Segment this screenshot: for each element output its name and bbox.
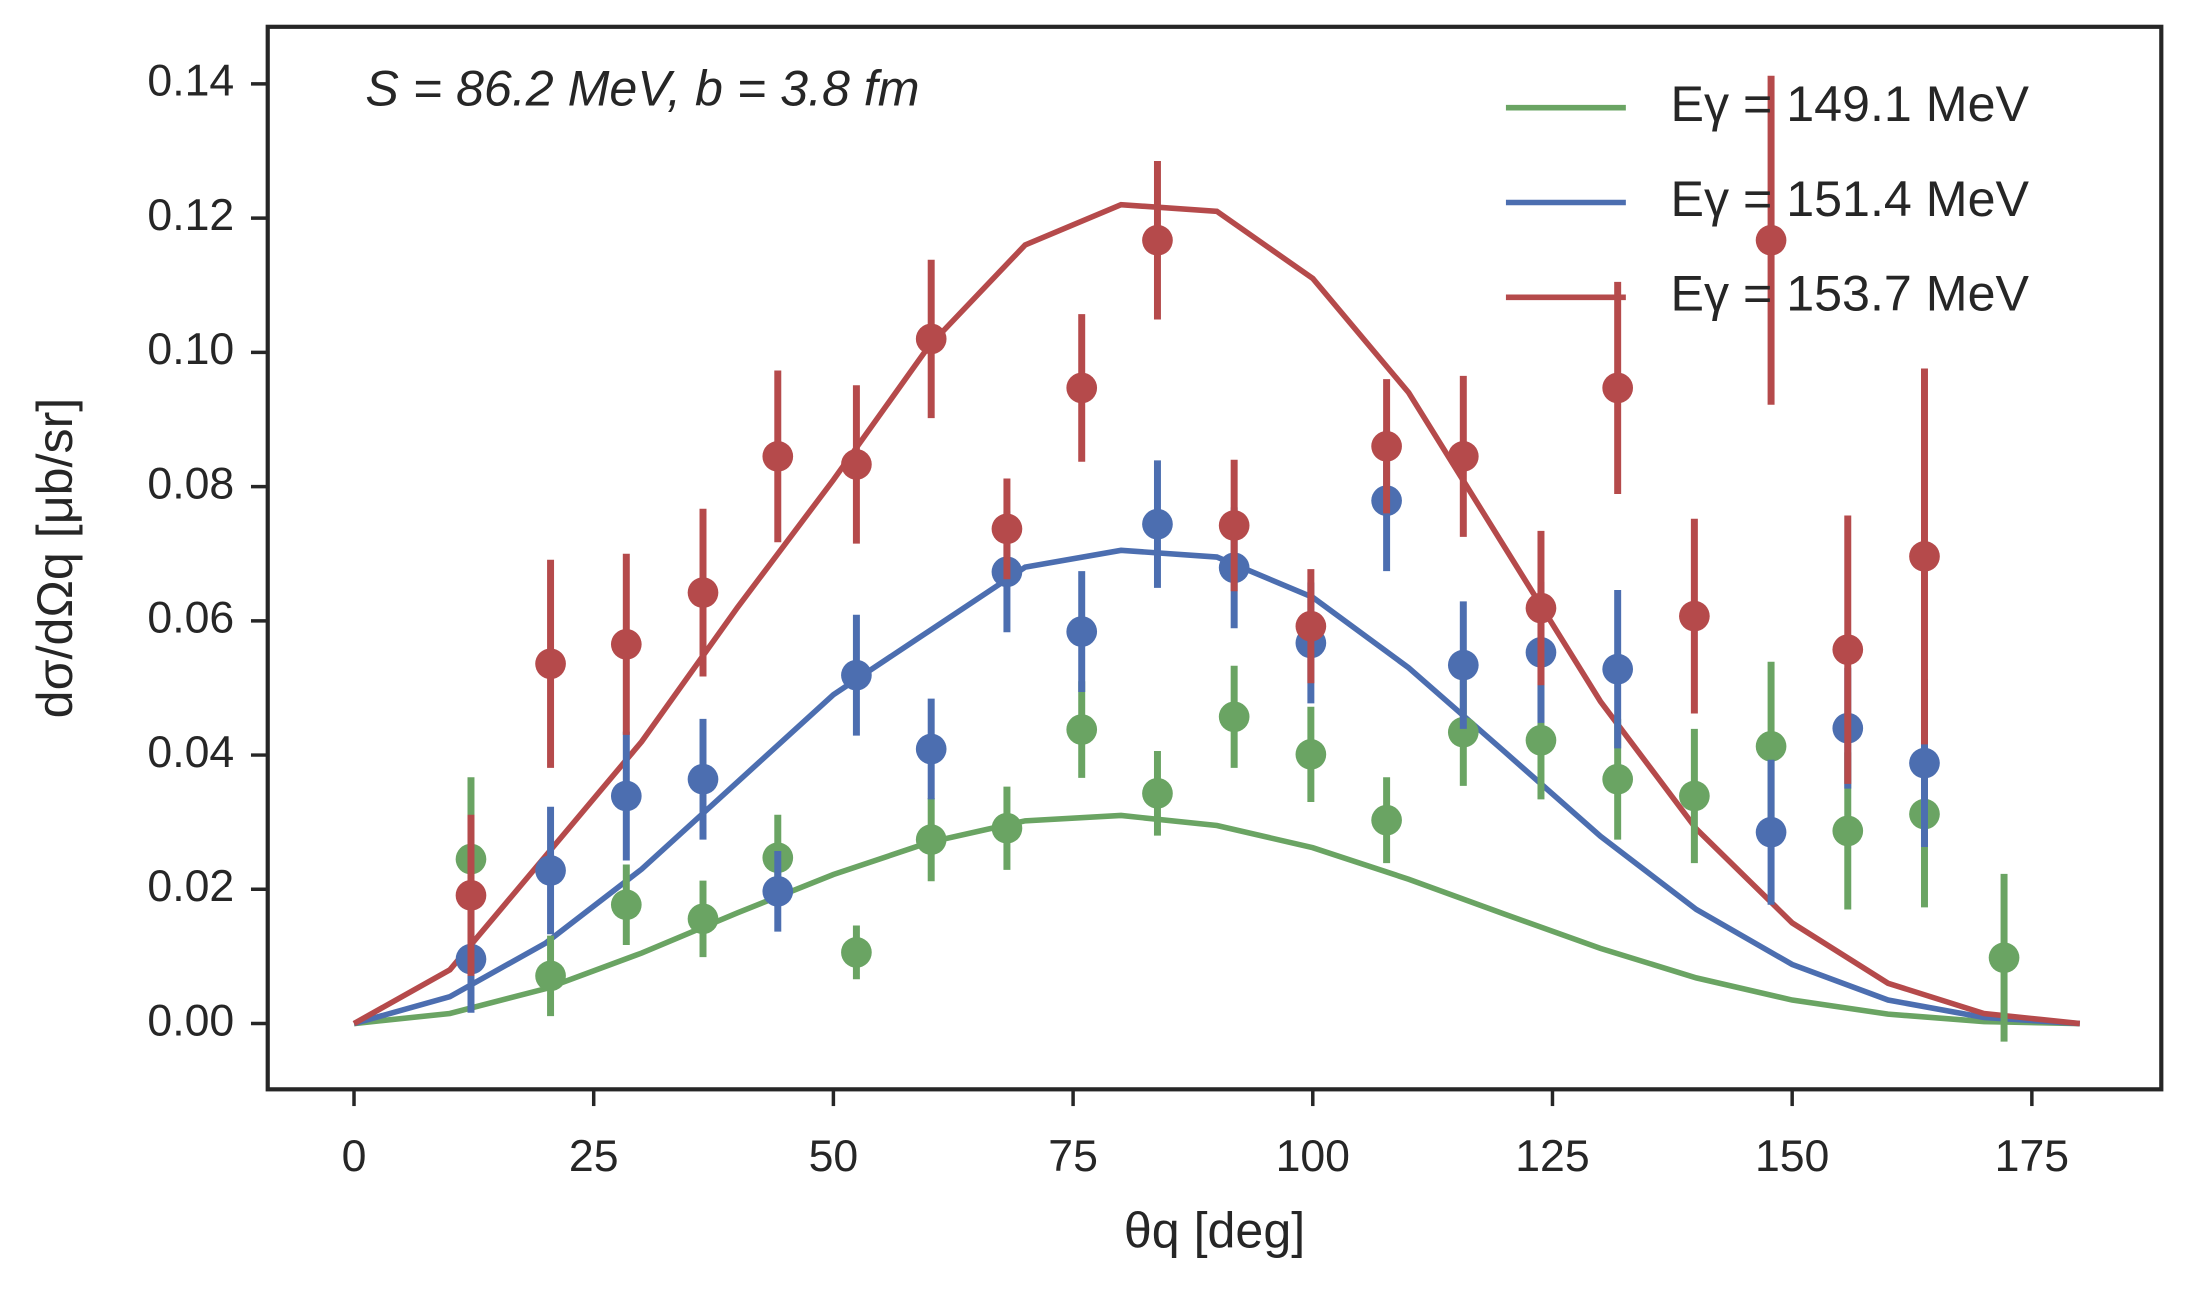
data-point: [1218, 510, 1250, 541]
x-tick-label: 150: [1755, 1132, 1829, 1181]
data-point: [915, 733, 947, 765]
data-point: [1066, 616, 1098, 647]
data-point: [1295, 610, 1327, 642]
data-point: [841, 449, 872, 480]
data-point: [610, 889, 642, 921]
data-point: [610, 780, 642, 812]
data-point: [535, 960, 566, 992]
data-point: [1371, 804, 1402, 836]
data-point: [1602, 372, 1634, 404]
data-point: [841, 937, 872, 968]
data-point: [1142, 224, 1173, 256]
x-tick-label: 100: [1276, 1132, 1350, 1181]
legend-label: Eγ = 153.7 MeV: [1670, 266, 2029, 322]
x-tick-label: 75: [1048, 1132, 1098, 1181]
data-point: [1066, 372, 1098, 404]
data-point: [1447, 441, 1479, 472]
legend-label: Eγ = 149.1 MeV: [1670, 76, 2029, 132]
data-point: [1679, 780, 1710, 812]
data-point: [762, 875, 794, 907]
data-point: [915, 824, 947, 855]
data-point: [687, 577, 719, 608]
data-point: [1371, 430, 1402, 462]
data-point: [1988, 942, 2020, 974]
y-tick-label: 0.02: [147, 862, 234, 911]
data-point: [535, 855, 566, 886]
data-point: [687, 763, 719, 795]
data-point: [1755, 816, 1787, 848]
y-tick-label: 0.10: [147, 325, 234, 374]
x-tick-label: 0: [342, 1132, 367, 1181]
data-point: [1755, 224, 1787, 256]
data-point: [687, 903, 719, 935]
data-point: [455, 880, 487, 911]
data-point: [1909, 541, 1940, 572]
data-point: [1142, 777, 1173, 809]
data-point: [841, 659, 872, 691]
data-point: [1295, 739, 1327, 770]
data-point: [1602, 653, 1634, 685]
data-point: [991, 812, 1023, 844]
y-tick-label: 0.00: [147, 996, 234, 1045]
annotation: S = 86.2 MeV, b = 3.8 fm: [365, 61, 919, 117]
x-axis-label: θq [deg]: [1124, 1203, 1305, 1259]
fit-curve: [353, 812, 2080, 1027]
data-point: [1679, 600, 1710, 632]
fit-curve: [352, 201, 2081, 1027]
legend: Eγ = 149.1 MeV Eγ = 151.4 MeV Eγ = 153.7 M…: [1505, 76, 2029, 322]
x-tick-label: 50: [809, 1132, 859, 1181]
data-point: [535, 648, 566, 680]
data-point: [1525, 724, 1557, 756]
plot-area: [352, 75, 2081, 1042]
y-axis-label: dσ/dΩq [μb/sr]: [27, 398, 83, 719]
data-point: [1832, 634, 1864, 666]
y-tick-label: 0.08: [147, 459, 234, 508]
data-point: [1066, 714, 1098, 745]
data-point: [1602, 763, 1634, 795]
data-point: [1142, 508, 1173, 540]
x-tick-label: 125: [1515, 1132, 1589, 1181]
x-tick-label: 175: [1995, 1132, 2069, 1181]
y-tick-label: 0.04: [147, 728, 234, 777]
data-point: [1218, 701, 1250, 733]
data-point: [610, 628, 642, 660]
y-tick-label: 0.14: [147, 57, 234, 106]
data-point: [1755, 730, 1787, 762]
y-tick-label: 0.06: [147, 594, 234, 643]
plot-frame: [265, 24, 2164, 1092]
data-point: [1447, 716, 1479, 748]
data-point: [1832, 815, 1864, 847]
x-tick-label: 25: [569, 1132, 619, 1181]
fit-curve: [353, 547, 2080, 1027]
data-point: [1909, 747, 1940, 779]
data-point: [991, 513, 1023, 545]
data-point: [915, 323, 947, 355]
data-point: [1447, 649, 1479, 681]
y-tick-label: 0.12: [147, 191, 234, 240]
legend-label: Eγ = 151.4 MeV: [1670, 171, 2029, 227]
data-point: [1525, 592, 1557, 624]
data-point: [762, 441, 794, 472]
